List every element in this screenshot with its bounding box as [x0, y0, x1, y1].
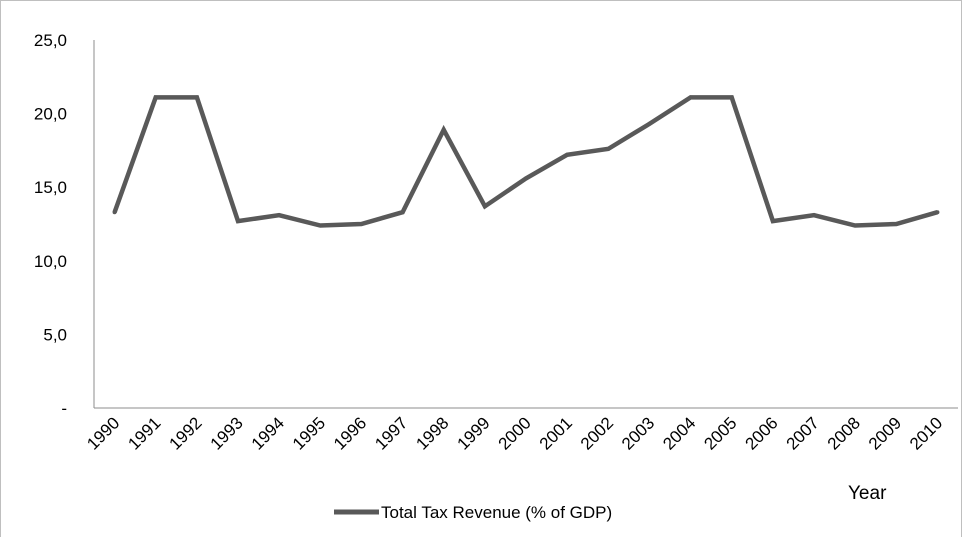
data-point [894, 222, 899, 226]
y-tick-label: 15,0 [34, 178, 67, 197]
x-tick-label: 1992 [166, 413, 206, 453]
y-tick-label: 10,0 [34, 252, 67, 271]
data-point [647, 121, 652, 126]
x-tick-label: 2004 [659, 413, 699, 453]
data-point [441, 127, 446, 132]
data-point [770, 219, 775, 224]
x-tick-label: 2000 [495, 413, 535, 453]
series-layer [112, 95, 940, 228]
x-tick-label: 1990 [83, 413, 123, 453]
y-tick-label: 5,0 [43, 325, 67, 344]
legend-label: Total Tax Revenue (% of GDP) [381, 503, 612, 522]
data-point [194, 95, 199, 100]
data-point [853, 223, 858, 228]
data-point [524, 176, 528, 181]
data-point [236, 219, 240, 224]
x-tick-label: 2005 [700, 413, 740, 453]
y-tick-label: - [61, 399, 67, 418]
x-tick-label: 2001 [536, 413, 576, 453]
x-tick-label: 1993 [207, 413, 247, 453]
x-tick-label: 2003 [618, 413, 658, 453]
x-tick-label: 2002 [577, 413, 617, 453]
x-tick-label: 1994 [248, 413, 288, 453]
y-tick-label: 25,0 [34, 31, 67, 50]
series-line [112, 95, 939, 228]
x-tick-label: 1997 [371, 413, 411, 453]
x-tick-labels: 1990 1991 1992 1993 1994 1995 1996 1997 1998 1999… [83, 413, 946, 453]
x-tick-label: 1999 [454, 413, 494, 453]
y-tick-labels: - 5,0 10,0 15,0 20,0 25,0 [34, 31, 67, 418]
data-point [606, 146, 611, 151]
x-tick-label: 2009 [865, 413, 905, 453]
data-point [935, 210, 940, 215]
data-point [482, 204, 487, 209]
y-tick-label: 20,0 [34, 105, 67, 124]
x-tick-label: 1996 [330, 413, 370, 453]
x-tick-label: 2006 [742, 413, 782, 453]
data-point [112, 210, 117, 215]
data-point [359, 222, 364, 226]
x-axis-title: Year [848, 483, 887, 504]
x-tick-label: 1995 [289, 413, 329, 453]
x-tick-label: 2007 [783, 413, 823, 453]
data-point [277, 213, 282, 218]
data-point [153, 95, 158, 100]
x-tick-label: 1991 [124, 413, 164, 453]
data-point [400, 210, 405, 215]
x-tick-label: 1998 [412, 413, 452, 453]
x-tick-label: 2010 [906, 413, 946, 453]
data-point [729, 95, 734, 100]
x-tick-label: 2008 [824, 413, 864, 453]
data-point [688, 95, 693, 100]
data-point [812, 213, 816, 218]
legend: Total Tax Revenue (% of GDP) [334, 503, 612, 522]
data-point [565, 152, 570, 157]
data-point [318, 223, 323, 228]
